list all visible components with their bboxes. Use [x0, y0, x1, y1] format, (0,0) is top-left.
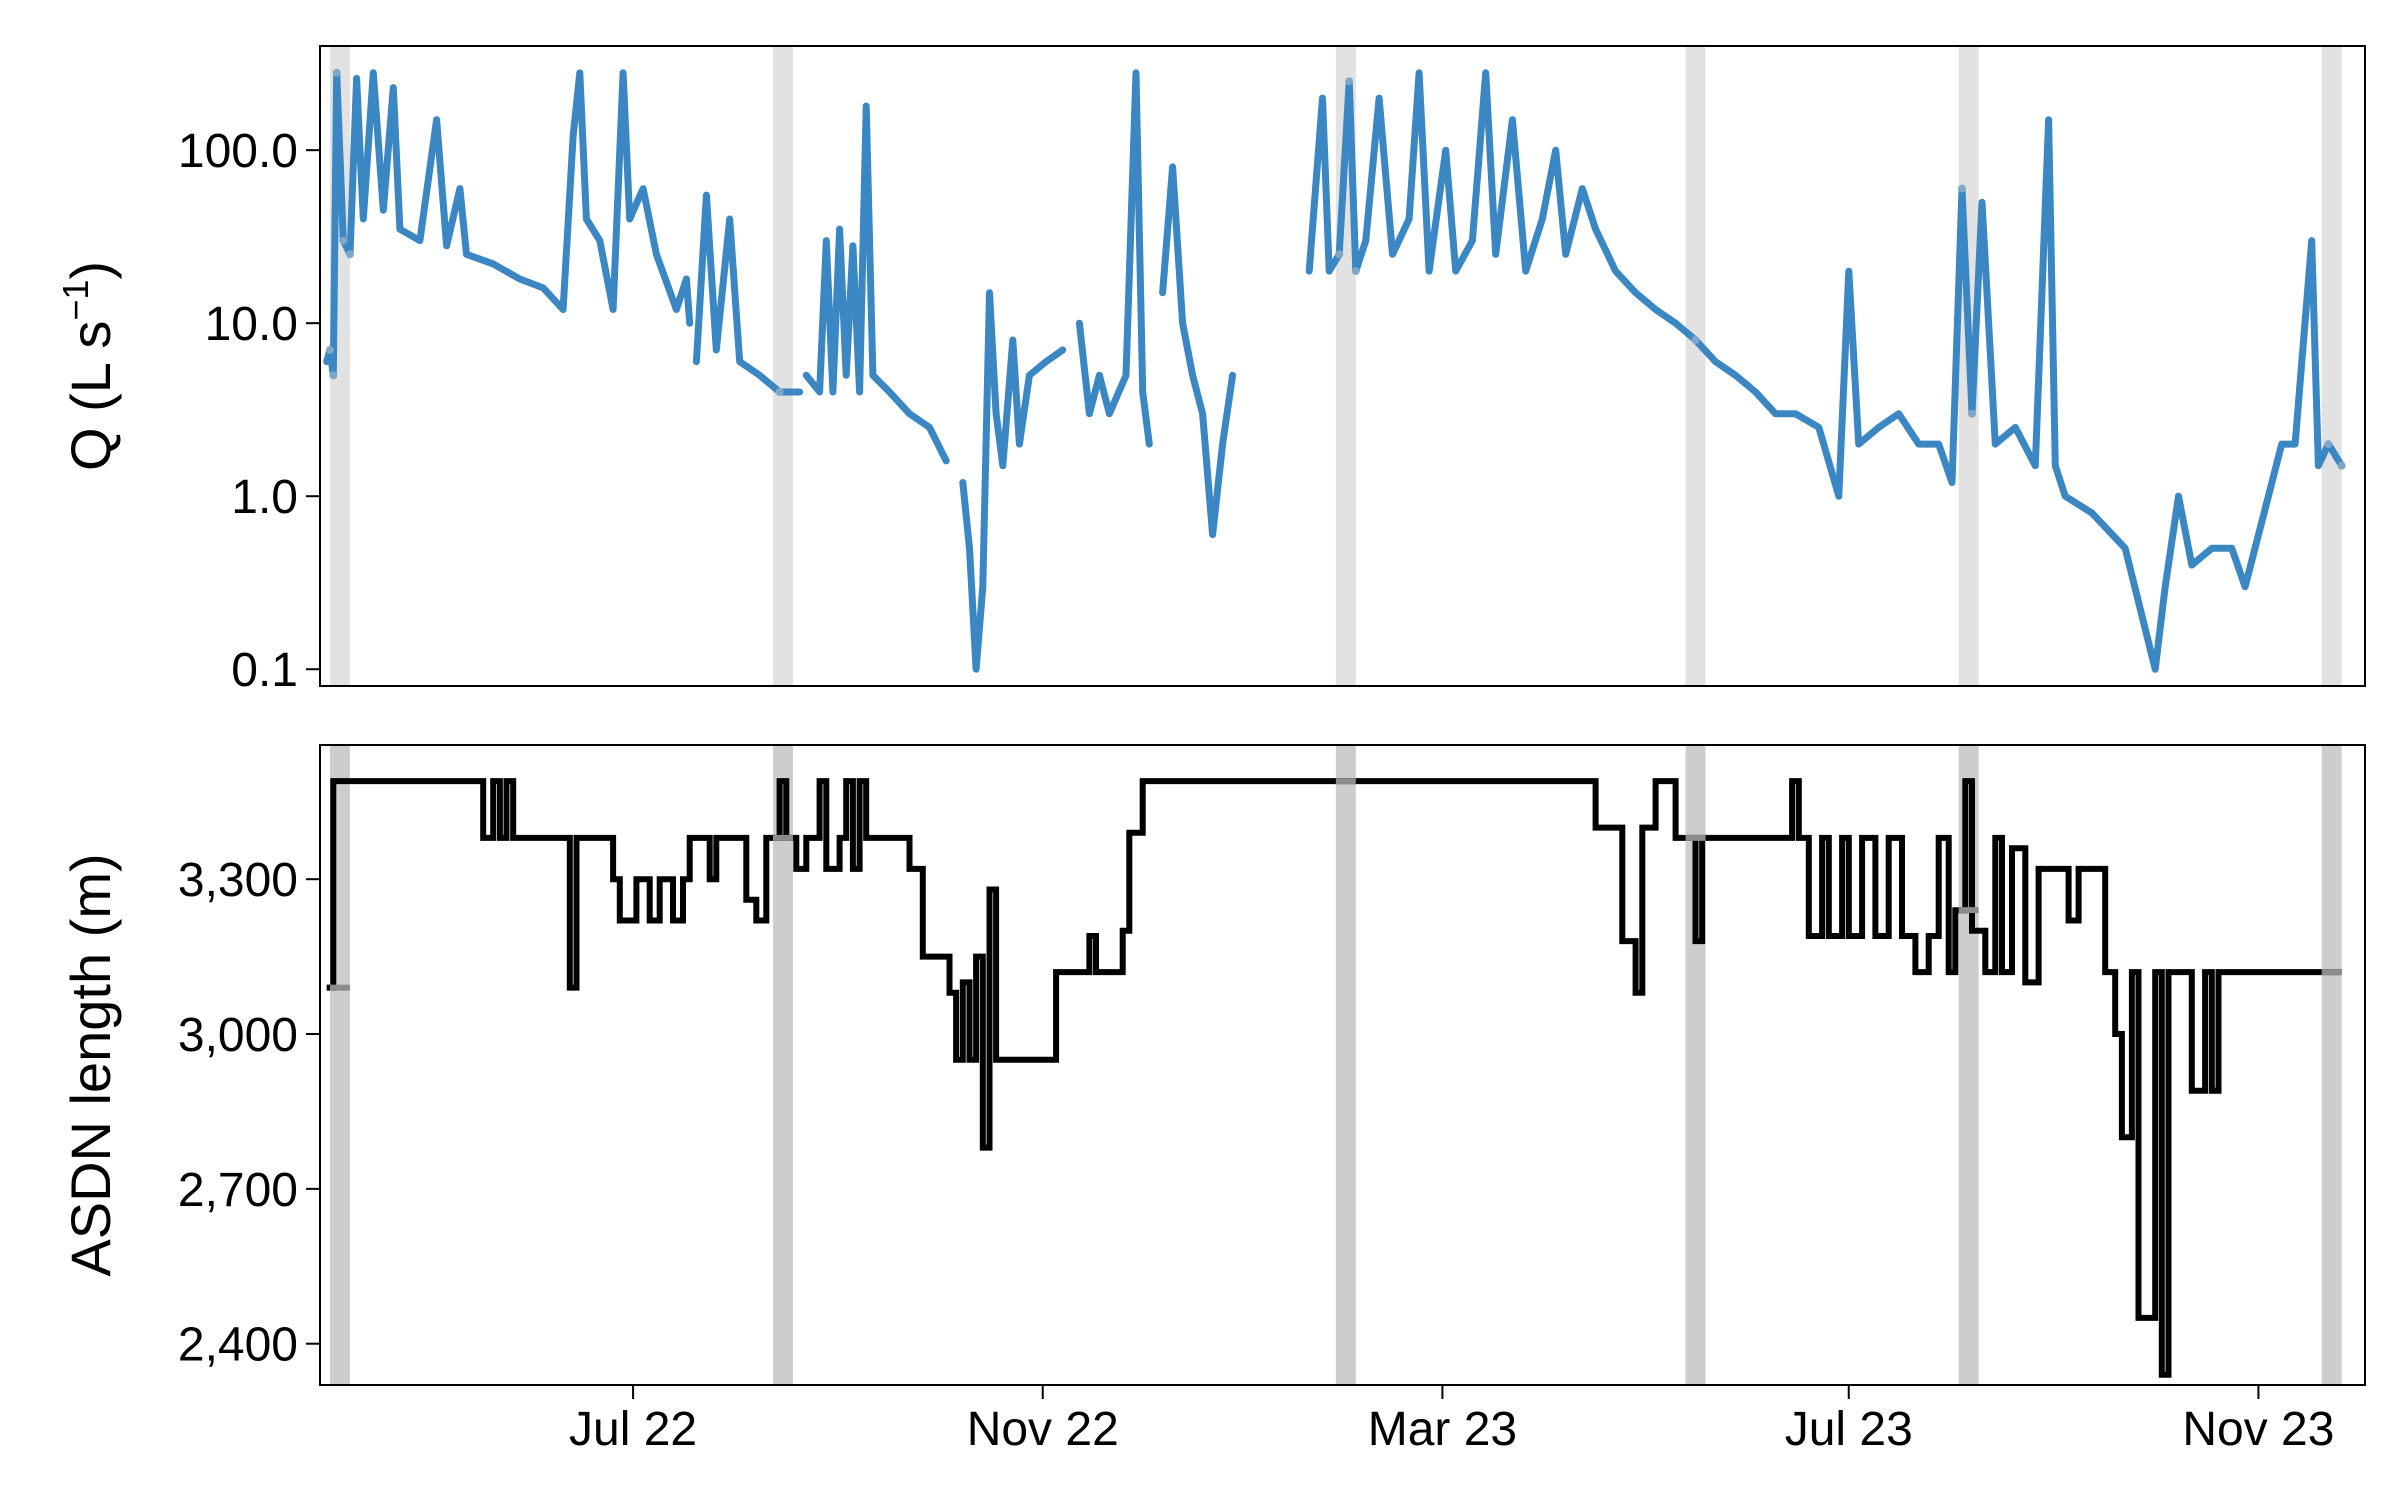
bottom-y-axis: 2,400 2,700 3,000 3,300 — [178, 854, 320, 1372]
top-y-axis-label-close: ) — [59, 261, 122, 280]
top-y-tick-label: 100.0 — [178, 125, 298, 178]
discharge-shaded-point — [329, 371, 338, 380]
discharge-shaded-point — [775, 388, 784, 396]
discharge-shaded-point — [1968, 409, 1976, 418]
top-y-axis: 0.1 1.0 10.0 100.0 — [178, 125, 320, 697]
bottom-shaded-period-6 — [2321, 745, 2342, 1385]
bottom-y-tick-label: 3,300 — [178, 854, 298, 907]
top-y-tick-label: 10.0 — [205, 298, 298, 351]
top-shaded-period-6 — [2321, 46, 2342, 686]
discharge-panel: 0.1 1.0 10.0 100.0 Q (L s−1) — [55, 45, 2366, 697]
bottom-y-axis-label: ASDN length (m) — [59, 853, 122, 1276]
bottom-plot-frame — [319, 744, 2366, 1386]
asdn-length-series — [326, 778, 2342, 1378]
top-shaded-period-4 — [1685, 46, 1706, 686]
discharge-series — [323, 68, 2346, 673]
discharge-shaded-point — [1691, 336, 1700, 344]
top-plot-frame — [319, 45, 2366, 687]
top-y-axis-label: Q (L s−1) — [55, 261, 122, 471]
bottom-shaded-period-3 — [1335, 745, 1356, 1385]
discharge-shaded-point — [2324, 440, 2333, 449]
x-axis: Jul 22 Nov 22 Mar 23 Jul 23 Nov 23 — [569, 1385, 2334, 1456]
discharge-shaded-point — [1345, 77, 1354, 86]
discharge-segment-3 — [802, 102, 950, 465]
bottom-shaded-period-2 — [772, 745, 793, 1385]
bottom-y-tick-label: 3,000 — [178, 1009, 298, 1062]
top-shaded-periods — [329, 46, 2342, 686]
x-tick-label: Nov 23 — [2182, 1403, 2334, 1456]
bottom-shaded-period-5 — [1958, 745, 1979, 1385]
top-shaded-period-2 — [772, 46, 793, 686]
discharge-segment-5 — [1075, 69, 1153, 448]
top-y-axis-label-superscript: −1 — [55, 280, 96, 321]
x-tick-label: Nov 22 — [967, 1403, 1119, 1456]
discharge-shaded-point — [339, 236, 348, 245]
discharge-shaded-point — [1351, 267, 1360, 276]
x-tick-label: Jul 22 — [569, 1403, 697, 1456]
bottom-y-tick-label: 2,400 — [178, 1319, 298, 1372]
discharge-shaded-point — [1335, 250, 1344, 259]
top-y-axis-label-main: Q (L s — [59, 321, 122, 471]
asdn-length-line — [326, 778, 2342, 1378]
top-y-tick-label: 1.0 — [231, 471, 298, 524]
discharge-segment-4 — [959, 289, 1067, 673]
discharge-segment-6 — [1159, 163, 1237, 539]
discharge-shaded-point — [1958, 184, 1966, 193]
x-tick-label: Jul 23 — [1785, 1403, 1913, 1456]
x-tick-label: Mar 23 — [1368, 1403, 1517, 1456]
discharge-segment-7 — [1305, 69, 2346, 673]
discharge-segment-1 — [323, 69, 694, 379]
top-y-tick-label: 0.1 — [231, 644, 298, 697]
discharge-shaded-point — [326, 346, 334, 354]
discharge-segment-2 — [692, 191, 804, 396]
discharge-shaded-point — [346, 250, 354, 259]
discharge-shaded-point — [2337, 461, 2346, 470]
discharge-shaded-point — [332, 68, 341, 77]
bottom-y-tick-label: 2,700 — [178, 1164, 298, 1217]
